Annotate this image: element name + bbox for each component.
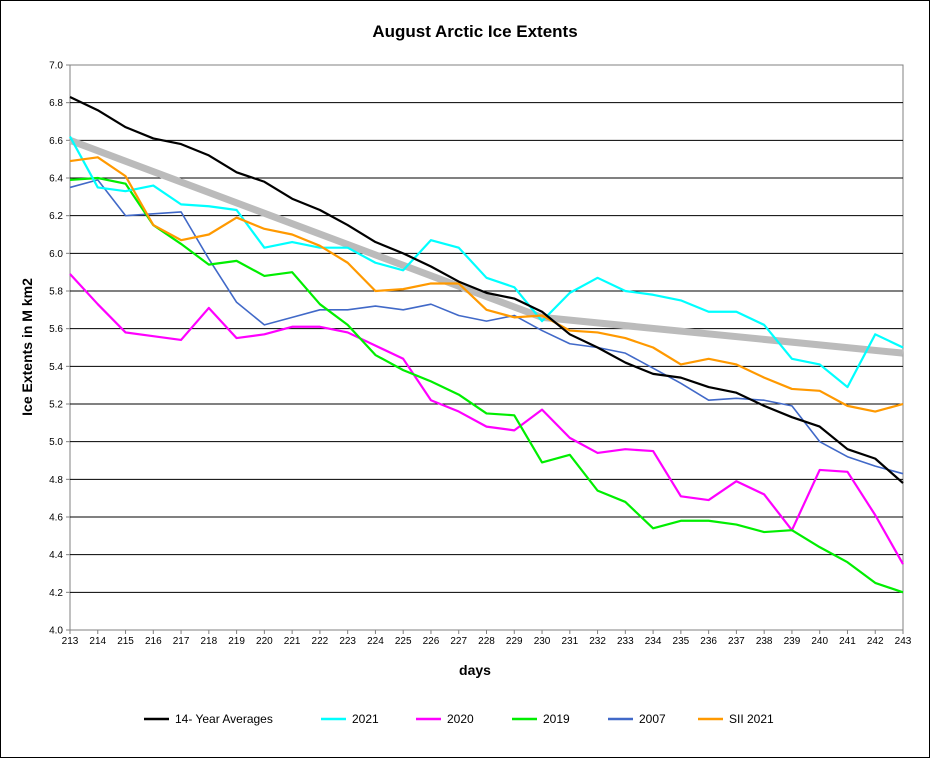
x-tick-label: 226 [423,636,440,647]
x-tick-label: 239 [784,636,801,647]
x-tick-label: 221 [284,636,301,647]
x-tick-label: 231 [561,636,578,647]
y-tick-label: 4.2 [49,588,63,599]
x-tick-label: 237 [728,636,745,647]
y-tick-label: 6.0 [49,249,63,260]
series-line-2019 [69,176,904,594]
x-tick-label: 213 [62,636,79,647]
legend-label: 2007 [639,712,666,726]
x-tick-label: 228 [478,636,495,647]
series-line-2007 [69,179,904,475]
x-tick-label: 218 [200,636,217,647]
series-line-2021 [69,136,904,389]
y-tick-label: 6.8 [49,98,63,109]
x-tick-label: 216 [145,636,162,647]
x-tick-label: 214 [89,636,106,647]
legend: 14- Year Averages 2021 2020 2019 2007 SII 202… [144,712,774,726]
legend-label: 2019 [543,712,570,726]
x-tick-label: 219 [228,636,245,647]
x-tick-label: 236 [700,636,717,647]
x-tick-label: 220 [256,636,273,647]
y-tick-label: 7.0 [49,61,63,72]
x-tick-label: 229 [506,636,523,647]
y-tick-label: 4.0 [49,626,63,637]
x-tick-label: 233 [617,636,634,647]
x-tick-label: 215 [117,636,134,647]
x-tick-label: 230 [534,636,551,647]
y-tick-label: 4.6 [49,513,63,524]
x-tick-label: 227 [450,636,467,647]
x-tick-label: 235 [673,636,690,647]
y-tick-label: 6.6 [49,136,63,147]
legend-label: 14- Year Averages [175,712,273,726]
y-tick-label: 6.2 [49,211,63,222]
x-tick-label: 232 [589,636,606,647]
x-tick-label: 243 [895,636,912,647]
trend-line [68,137,904,357]
x-axis-ticks: 213 214 215 216 217 218 219 220 221 222 223 224 225 2… [62,630,912,647]
y-tick-label: 4.8 [49,475,63,486]
series-line-14-year-averages [69,96,904,484]
legend-label: 2020 [447,712,474,726]
chart-title: August Arctic Ice Extents [372,22,577,41]
legend-label: SII 2021 [729,712,774,726]
x-tick-label: 222 [312,636,329,647]
x-tick-label: 217 [173,636,190,647]
series-lines [68,96,904,594]
legend-label: 2021 [352,712,379,726]
x-tick-label: 241 [839,636,856,647]
x-tick-label: 234 [645,636,662,647]
gridlines [70,102,903,593]
x-tick-label: 223 [339,636,356,647]
series-line-2020 [69,273,904,565]
series-line-sii-2021 [69,156,904,413]
y-tick-label: 5.8 [49,287,63,298]
x-tick-label: 242 [867,636,884,647]
y-tick-label: 5.6 [49,324,63,335]
y-tick-label: 5.4 [49,362,63,373]
x-tick-label: 224 [367,636,384,647]
y-tick-label: 5.0 [49,437,63,448]
x-tick-label: 240 [811,636,828,647]
plot-area [69,64,904,631]
x-tick-label: 225 [395,636,412,647]
x-axis-title: days [459,662,491,678]
x-tick-label: 238 [756,636,773,647]
y-tick-label: 6.4 [49,174,63,185]
y-axis-title: Ice Extents in M km2 [19,278,35,416]
y-axis-ticks: 4.0 4.2 4.4 4.6 4.8 5.0 5.2 5.4 5.6 5.8 6.0 6.2 6.4 6… [49,61,70,637]
y-tick-label: 5.2 [49,400,63,411]
y-tick-label: 4.4 [49,550,63,561]
